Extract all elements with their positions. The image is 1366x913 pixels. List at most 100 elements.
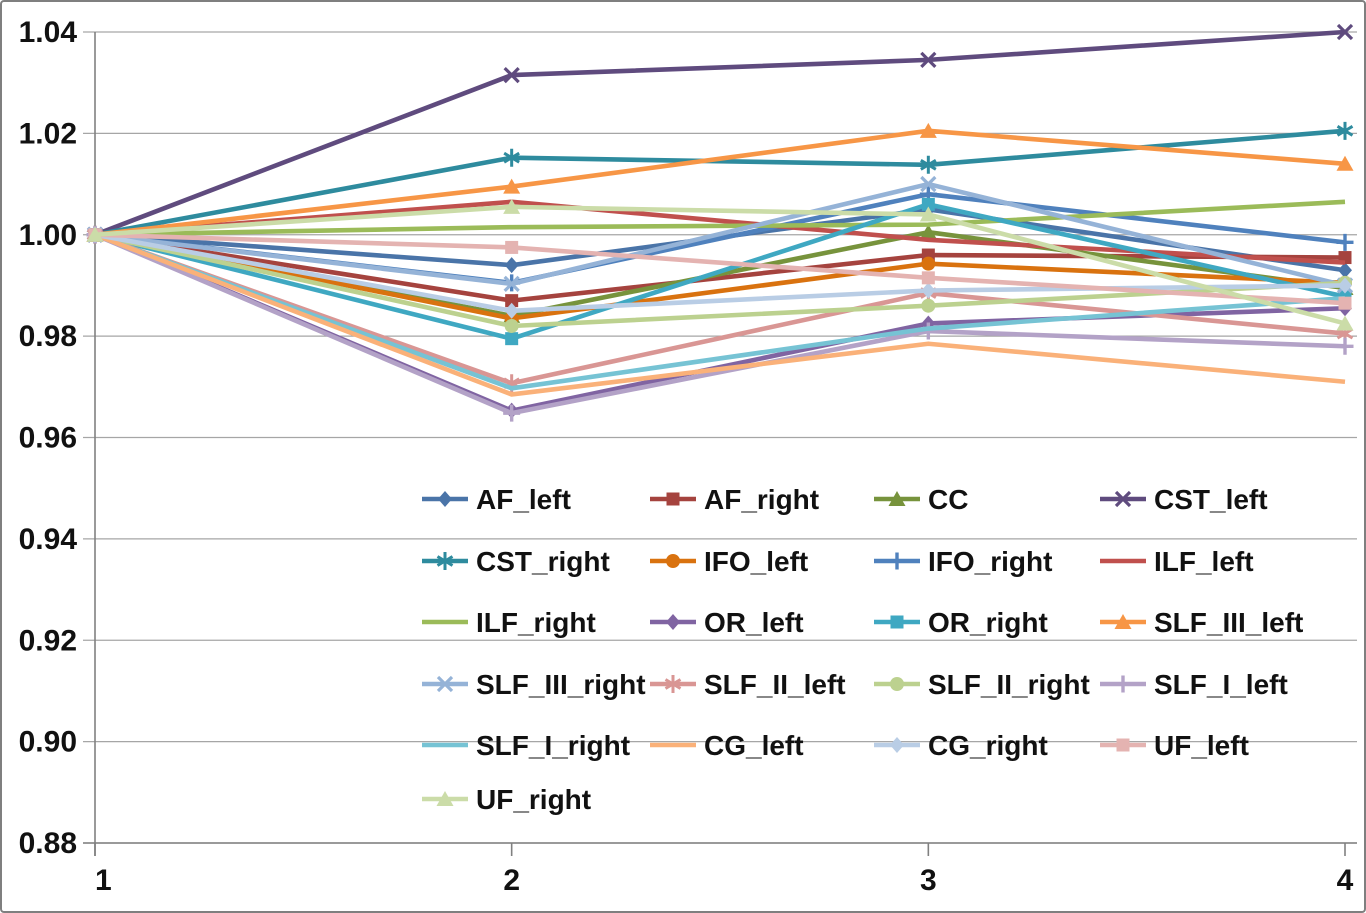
series-line-SLF_I_right — [94, 232, 1346, 391]
series-AF_left-diamond-marker — [504, 257, 519, 274]
legend-label: SLF_III_right — [476, 669, 646, 700]
legend-label: CG_left — [704, 730, 804, 761]
legend-label: AF_left — [476, 484, 571, 515]
series-SLF_III_left-triangle-marker — [919, 122, 937, 138]
legend-label: CG_right — [928, 730, 1048, 761]
y-axis-tick-label: 0.98 — [19, 320, 77, 353]
series-SLF_I_left-plus-marker — [1336, 337, 1354, 355]
series-CG_right-diamond-marker — [504, 302, 519, 319]
y-axis-tick-label: 1.00 — [19, 219, 77, 252]
series-IFO_left-circle-marker — [921, 256, 936, 271]
x-axis-tick-label: 1 — [95, 864, 112, 897]
legend-label: CST_left — [1154, 484, 1268, 515]
legend-CST_right-asterisk-marker — [436, 552, 454, 570]
series-line-CG_left — [94, 232, 1346, 397]
series-line-CST_left — [94, 29, 1346, 237]
x-axis-tick-label: 2 — [503, 864, 520, 897]
legend-label: CST_right — [476, 546, 610, 577]
legend-SLF_I_left-plus-marker — [1114, 675, 1132, 693]
legend-UF_left-square-marker — [1116, 738, 1130, 752]
series-line-IFO_left — [94, 232, 1346, 321]
series-OR_right-square-marker — [921, 197, 935, 211]
legend-UF_right-triangle-marker — [436, 791, 454, 806]
series-CG_right-diamond-marker — [1338, 277, 1352, 294]
legend-label: ILF_right — [476, 607, 596, 638]
legend-label: AF_right — [704, 484, 819, 515]
series-AF_right-square-marker — [505, 294, 519, 308]
legend-SLF_III_right-x-marker — [436, 675, 454, 693]
legend-label: SLF_I_left — [1154, 669, 1288, 700]
series-SLF_III_right-x-marker — [920, 175, 937, 193]
series-CC-triangle-marker — [919, 224, 937, 240]
legend-item-CST_right: CST_right — [422, 546, 610, 577]
series-CST_left-x-marker — [920, 51, 937, 69]
series-line-SLF_III_left — [94, 128, 1346, 238]
series-line-ILF_right — [94, 199, 1346, 238]
legend-label: SLF_II_right — [928, 669, 1090, 700]
y-axis-tick-label: 0.88 — [19, 827, 77, 860]
legend-item-CST_left: CST_left — [1100, 484, 1268, 515]
y-axis-tick-label: 1.02 — [19, 117, 77, 150]
series-UF_left-square-marker — [921, 271, 935, 285]
legend-label: SLF_II_left — [704, 669, 846, 700]
series-CG_right-diamond-marker — [921, 282, 936, 299]
series-line-OR_right — [94, 202, 1346, 341]
legend-IFO_right-plus-marker — [888, 552, 906, 570]
legend-AF_right-square-marker — [666, 492, 680, 506]
legend-SLF_III_left-triangle-marker — [1114, 614, 1132, 629]
legend-SLF_II_left-asterisk-marker — [664, 675, 682, 693]
series-line-CG_right — [94, 232, 1346, 314]
series-CST_right-asterisk-marker — [503, 148, 520, 167]
legend-AF_left-diamond-marker — [438, 491, 452, 507]
legend-SLF_II_right-circle-marker — [890, 677, 904, 691]
legend-CC-triangle-marker — [888, 491, 906, 506]
series-line-AF_right — [94, 232, 1346, 303]
series-SLF_III_right-x-marker — [503, 275, 520, 293]
legend-label: SLF_I_right — [476, 730, 630, 761]
legend-label: IFO_left — [704, 546, 808, 577]
y-axis-tick-label: 0.96 — [19, 422, 77, 455]
legend-label: SLF_III_left — [1154, 607, 1303, 638]
legend-item-SLF_III_right: SLF_III_right — [422, 669, 646, 700]
series-line-SLF_I_left — [94, 232, 1346, 416]
legend-OR_left-diamond-marker — [666, 614, 680, 630]
series-SLF_II_right-circle-marker — [921, 298, 936, 313]
legend-label: ILF_left — [1154, 546, 1254, 577]
series-UF_left-square-marker — [505, 240, 519, 254]
legend-label: UF_right — [476, 784, 591, 815]
series-UF_right-triangle-marker — [86, 226, 104, 242]
series-OR_right-square-marker — [505, 332, 519, 346]
legend-label: OR_left — [704, 607, 804, 638]
series-SLF_I_left-plus-marker — [503, 404, 521, 422]
y-axis-tick-label: 0.94 — [19, 523, 78, 556]
series-line-UF_right — [94, 204, 1346, 326]
legend-label: UF_left — [1154, 730, 1249, 761]
legend-OR_right-square-marker — [890, 615, 904, 629]
legend-IFO_left-circle-marker — [666, 554, 680, 568]
series-line-SLF_II_right — [94, 232, 1346, 329]
legend-item-ILF_right: ILF_right — [422, 607, 596, 638]
series-CST_right-asterisk-marker — [1336, 121, 1354, 140]
legend-item-SLF_I_right: SLF_I_right — [422, 730, 630, 761]
legend-label: IFO_right — [928, 546, 1052, 577]
series-UF_left-square-marker — [1338, 296, 1352, 310]
legend-item-CC: CC — [874, 484, 968, 515]
y-axis-tick-label: 1.04 — [19, 16, 78, 49]
series-IFO_right-plus-marker — [1336, 233, 1354, 251]
series-SLF_II_right-circle-marker — [504, 318, 519, 333]
x-axis-tick-label: 4 — [1337, 864, 1354, 897]
series-CST_left-x-marker — [503, 66, 520, 84]
legend-item-CG_left: CG_left — [650, 730, 804, 761]
series-line-SLF_III_right — [94, 181, 1346, 288]
legend-item-ILF_left: ILF_left — [1100, 546, 1254, 577]
series-SLF_III_left-triangle-marker — [1336, 155, 1354, 171]
legend-item-SLF_III_left: SLF_III_left — [1100, 607, 1303, 638]
series-UF_right-triangle-marker — [1336, 315, 1354, 331]
series-SLF_III_left-triangle-marker — [503, 178, 521, 194]
legend-item-UF_right: UF_right — [422, 784, 591, 815]
y-axis-tick-label: 0.92 — [19, 624, 77, 657]
legend-item-SLF_I_left: SLF_I_left — [1100, 669, 1288, 700]
series-UF_right-triangle-marker — [503, 198, 521, 214]
